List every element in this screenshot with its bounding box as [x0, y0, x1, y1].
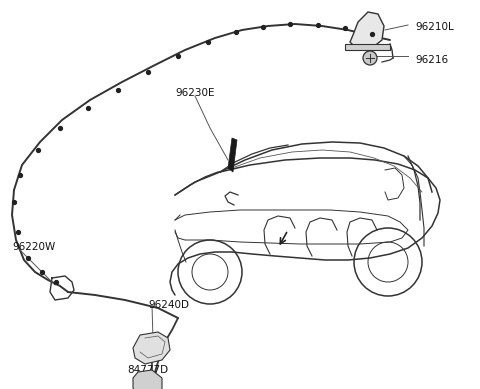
Polygon shape: [133, 370, 162, 389]
Circle shape: [363, 51, 377, 65]
Text: 96220W: 96220W: [12, 242, 55, 252]
Polygon shape: [350, 12, 384, 50]
Text: 96210L: 96210L: [415, 22, 454, 32]
Text: 96216: 96216: [415, 55, 448, 65]
Polygon shape: [133, 332, 170, 364]
Text: 84777D: 84777D: [127, 365, 168, 375]
Text: 96230E: 96230E: [175, 88, 215, 98]
Polygon shape: [345, 44, 390, 50]
Text: 96240D: 96240D: [148, 300, 189, 310]
Polygon shape: [228, 138, 237, 172]
